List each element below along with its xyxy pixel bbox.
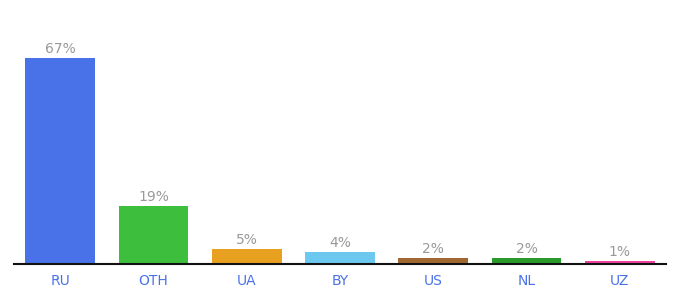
Bar [211, 249, 282, 264]
Text: 2%: 2% [515, 242, 537, 256]
Text: 1%: 1% [609, 245, 631, 260]
Bar [585, 261, 655, 264]
Bar [398, 258, 469, 264]
Text: 5%: 5% [236, 233, 258, 247]
Text: 19%: 19% [138, 190, 169, 204]
Text: 2%: 2% [422, 242, 444, 256]
Bar [492, 258, 562, 264]
Bar [118, 206, 188, 264]
Text: 67%: 67% [45, 42, 75, 56]
Text: 4%: 4% [329, 236, 351, 250]
Bar [305, 252, 375, 264]
Bar [25, 58, 95, 264]
